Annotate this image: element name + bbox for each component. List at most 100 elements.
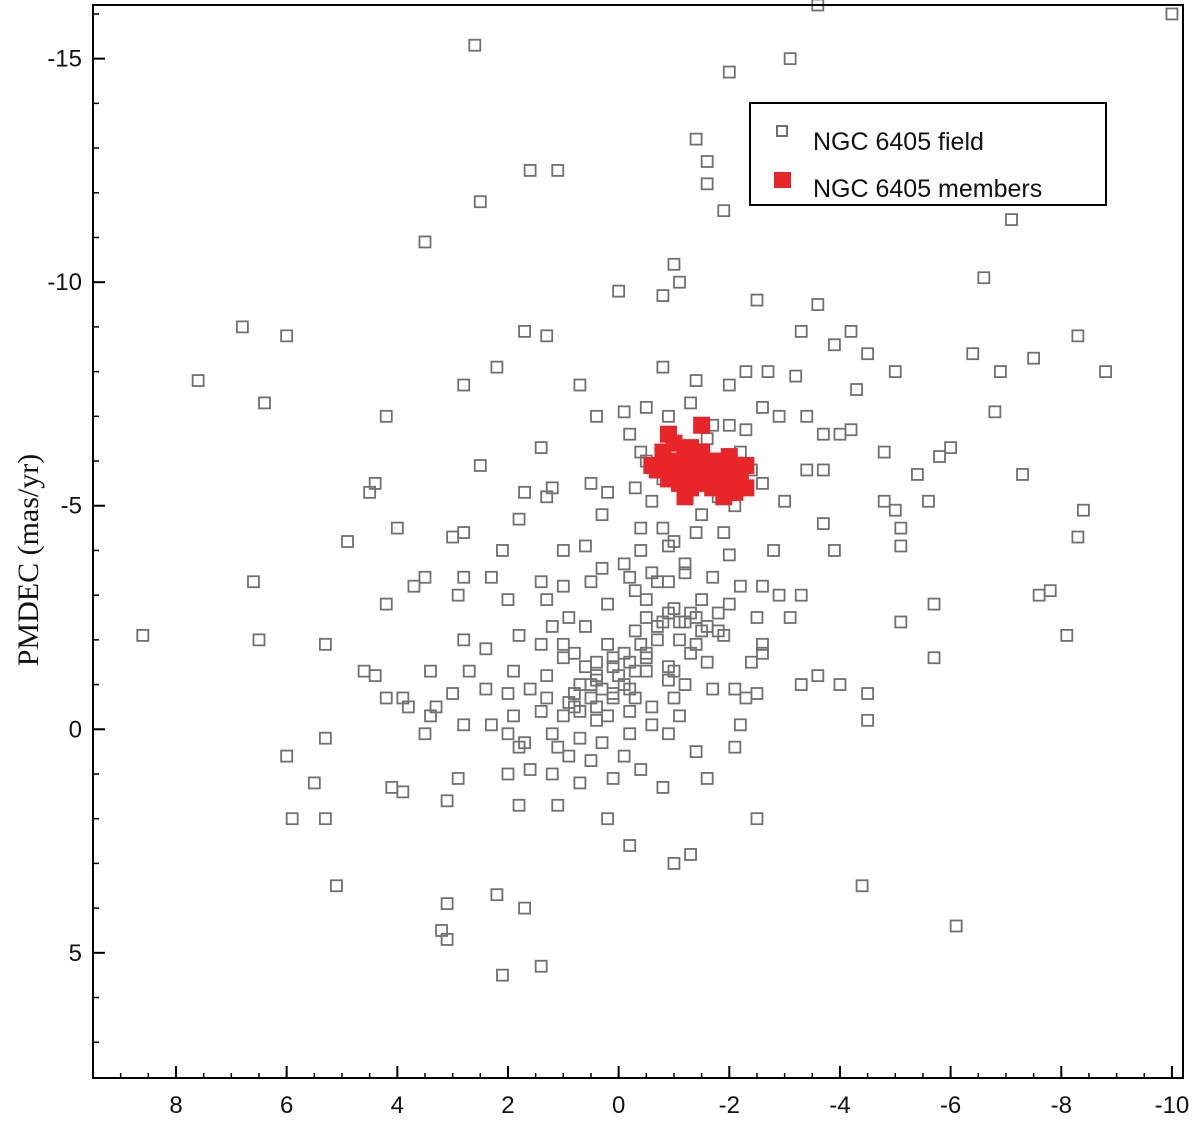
field-point (540, 490, 554, 504)
field-point (650, 633, 664, 647)
x-tick-label: -2 (719, 1092, 740, 1119)
field-point (551, 164, 565, 177)
field-point (623, 682, 637, 696)
field-point (949, 919, 963, 933)
field-point (700, 655, 714, 669)
field-point (667, 664, 681, 678)
x-axis: 8 6 4 2 0 -2 -4 -6 -8 -10 (92, 1066, 1189, 1119)
field-point (457, 570, 471, 584)
field-point (722, 548, 736, 562)
field-point (545, 767, 559, 781)
field-point (479, 642, 493, 656)
field-point (318, 731, 332, 745)
field-point (567, 646, 581, 660)
field-point (590, 713, 603, 727)
field-point (573, 776, 587, 790)
field-point (689, 132, 703, 146)
field-point (579, 539, 592, 553)
field-point (473, 195, 487, 209)
y-tick-label: -15 (47, 46, 82, 73)
field-point (540, 691, 554, 705)
field-point (750, 687, 764, 700)
field-point (678, 678, 692, 691)
field-point (551, 798, 565, 812)
field-point (634, 544, 648, 557)
member-point (726, 483, 744, 501)
field-point (440, 933, 454, 946)
field-point (1099, 365, 1112, 379)
field-point (518, 485, 531, 499)
field-point (800, 463, 814, 477)
field-point (922, 494, 935, 508)
field-point (662, 606, 675, 620)
field-point (540, 329, 554, 343)
field-point (136, 628, 150, 642)
field-point (584, 678, 598, 691)
field-point (280, 329, 294, 343)
field-point (988, 405, 1002, 419)
field-point (457, 526, 471, 539)
field-point (695, 593, 709, 607)
field-point (894, 521, 908, 535)
field-point (501, 687, 515, 700)
x-tick-label: -6 (940, 1092, 961, 1119)
field-point (628, 624, 642, 638)
field-point (662, 409, 675, 423)
field-point (601, 597, 614, 611)
field-point (678, 615, 692, 629)
field-point (828, 338, 841, 352)
x-tick-label: 2 (501, 1092, 514, 1119)
field-point (645, 700, 659, 714)
field-point (1032, 588, 1046, 602)
field-point (783, 611, 797, 624)
field-point (307, 776, 321, 790)
field-point (507, 664, 520, 678)
field-point (556, 709, 570, 723)
field-point (595, 561, 609, 575)
field-point (623, 655, 637, 669)
field-point (1077, 503, 1090, 517)
field-point (606, 691, 620, 705)
field-point (285, 812, 299, 826)
field-point (429, 700, 443, 714)
field-point (700, 432, 714, 446)
field-point (888, 365, 902, 379)
field-point (850, 383, 863, 396)
field-point (523, 164, 537, 177)
field-point (573, 704, 587, 718)
field-point (739, 423, 753, 437)
field-point (700, 772, 714, 785)
field-point (888, 503, 902, 517)
field-point (562, 611, 576, 624)
y-axis-title: PMDEC (mas/yr) (12, 454, 45, 667)
field-point (634, 763, 648, 776)
field-point (385, 780, 399, 794)
field-point (584, 476, 598, 490)
field-point (418, 570, 432, 584)
field-point (1071, 530, 1085, 544)
field-point (191, 374, 205, 387)
field-point (706, 570, 720, 584)
field-point (457, 378, 471, 392)
field-point (473, 459, 487, 472)
field-point (933, 450, 946, 463)
field-point (280, 749, 294, 763)
field-point (584, 754, 598, 767)
field-point (794, 588, 808, 602)
field-point (496, 544, 509, 557)
field-point (462, 664, 476, 678)
field-point (756, 579, 769, 593)
member-point (704, 465, 722, 483)
field-point (617, 405, 631, 419)
field-point (722, 597, 736, 611)
field-point (523, 682, 537, 696)
field-point (639, 611, 653, 624)
field-point (601, 485, 614, 499)
field-point (424, 664, 437, 678)
field-point (379, 691, 393, 705)
field-point (684, 396, 697, 410)
y-tick-label: 5 (69, 940, 82, 967)
field-point (606, 651, 620, 665)
field-point (318, 637, 332, 651)
field-point (966, 347, 980, 361)
